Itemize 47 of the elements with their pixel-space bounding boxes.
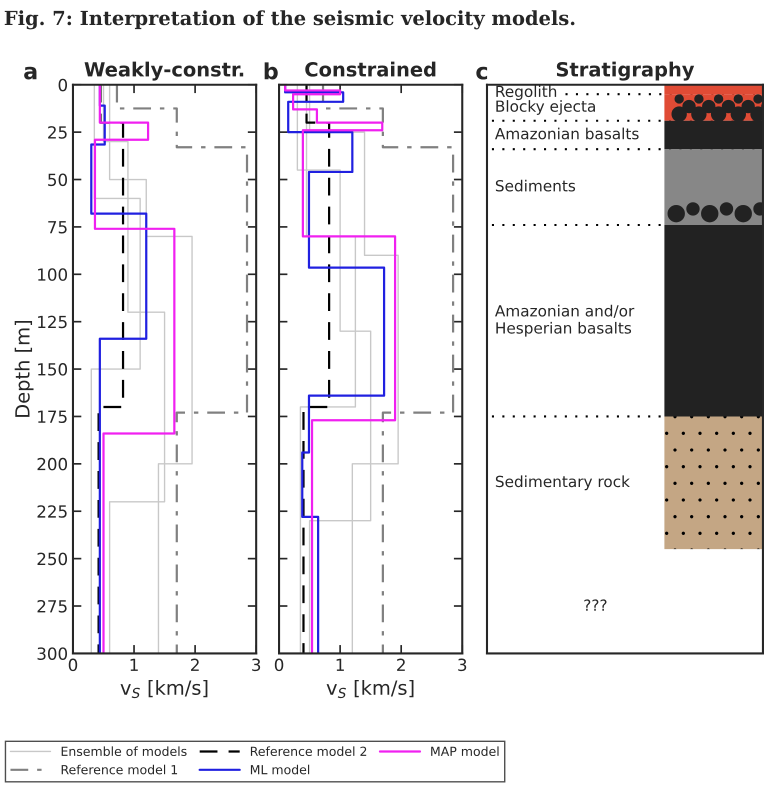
- text: Sediments: [496, 180, 576, 192]
- y-tick-label: 0: [58, 78, 68, 92]
- y-tick-label: 100: [38, 268, 68, 281]
- x-axis-title: v$_{S}$ [km/s]: [326, 680, 414, 698]
- y-tick-label: 50: [48, 173, 68, 186]
- y-tick-label: 250: [38, 552, 68, 566]
- y-tick-label: 25: [48, 126, 67, 139]
- y-tick-label: 175: [38, 410, 67, 424]
- text: Blocky ejecta: [496, 100, 595, 115]
- y-tick-label: 275: [38, 600, 67, 613]
- legend-label: Ensemble of models: [62, 746, 187, 756]
- y-tick-label: 225: [38, 505, 67, 518]
- y-tick-label: 150: [38, 363, 68, 376]
- legend-label: Reference model 2: [250, 746, 366, 756]
- text: c: [476, 66, 488, 80]
- bar: [664, 416, 763, 550]
- x-tick-label: 1: [130, 658, 138, 671]
- legend-label: MAP model: [431, 746, 499, 756]
- x-tick-label: 2: [397, 658, 405, 671]
- chart-title: Stratigraphy: [556, 62, 694, 81]
- legend-label: ML model: [250, 764, 310, 774]
- text: ???: [584, 599, 606, 611]
- x-tick-label: 1: [336, 658, 344, 671]
- legend-label: Reference model 1: [62, 764, 178, 774]
- text: Sedimentary rock: [496, 475, 630, 490]
- caption: Fig. 7: Interpretation of the seismic velocity models.: [4, 10, 574, 30]
- line-series: [98, 84, 124, 654]
- text: Regolith: [496, 85, 556, 100]
- chart-title: Constrained: [305, 62, 436, 77]
- x-tick-label: 3: [458, 658, 466, 672]
- line-series: [94, 84, 176, 654]
- line-series: [116, 84, 248, 654]
- text: Amazonian and/or Hesperian basalts: [494, 304, 634, 337]
- x-tick-label: 3: [252, 658, 260, 672]
- y-tick-label: 300: [38, 647, 68, 660]
- text: Amazonian basalts: [494, 128, 639, 140]
- y-tick-label: 200: [38, 458, 68, 470]
- y-axis-title: Depth [m]: [14, 320, 34, 417]
- x-axis-title: v$_{S}$ [km/s]: [120, 680, 208, 698]
- x-tick-label: 0: [274, 658, 284, 672]
- y-tick-label: 75: [48, 221, 67, 234]
- chart-title: Weakly-constr.: [84, 62, 244, 81]
- x-tick-label: 0: [68, 658, 78, 672]
- text: a: [24, 66, 36, 80]
- x-tick-label: 2: [191, 658, 199, 671]
- y-tick-label: 125: [38, 316, 67, 328]
- text: b: [264, 62, 278, 80]
